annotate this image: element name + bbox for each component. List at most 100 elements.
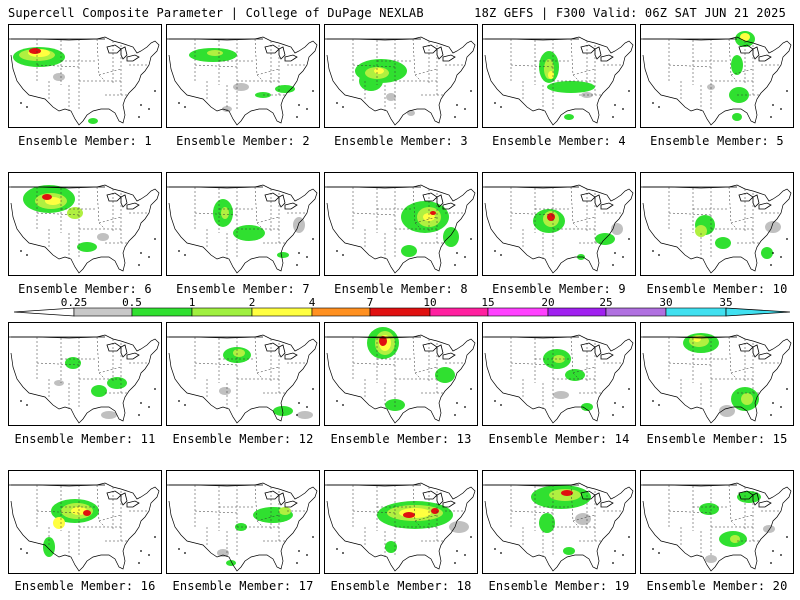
us-map <box>325 184 476 274</box>
great-lake <box>120 194 128 208</box>
coast-speck <box>658 404 660 406</box>
colorbar-label: 4 <box>308 296 316 309</box>
colorbar-left-arrow <box>14 307 75 317</box>
ensemble-member-map <box>166 172 320 276</box>
colorbar-segment <box>369 307 431 317</box>
state-boundary <box>352 64 396 68</box>
state-boundary <box>730 366 754 374</box>
state-boundary <box>352 510 396 514</box>
coast-speck <box>26 404 28 406</box>
coast-speck <box>296 562 298 564</box>
colorbar-right-arrow <box>725 307 790 317</box>
coast-speck <box>154 90 156 92</box>
us-coastline <box>168 334 318 424</box>
coast-speck <box>786 388 788 390</box>
great-lake <box>126 54 140 62</box>
coast-speck <box>456 104 458 106</box>
ensemble-member-caption: Ensemble Member: 13 <box>330 432 472 446</box>
us-coastline <box>326 482 476 572</box>
coast-speck <box>464 108 466 110</box>
coast-speck <box>298 550 300 552</box>
us-coastline <box>10 184 160 274</box>
colorbar-segment <box>547 307 607 317</box>
state-boundary <box>570 38 580 82</box>
coast-speck <box>312 536 314 538</box>
state-boundary <box>96 484 106 528</box>
scp-contour <box>226 560 236 566</box>
scp-contour <box>385 541 397 553</box>
coast-speck <box>612 562 614 564</box>
great-lake <box>106 44 122 54</box>
scp-contour <box>107 377 127 389</box>
coast-speck <box>470 536 472 538</box>
ensemble-member-map <box>640 322 794 426</box>
coast-speck <box>140 550 142 552</box>
ensemble-member-map <box>482 172 636 276</box>
great-lake <box>264 342 280 352</box>
coast-speck <box>454 414 456 416</box>
state-boundary <box>728 186 738 230</box>
scp-contour <box>740 33 750 41</box>
great-lake <box>422 490 438 500</box>
coast-speck <box>342 254 344 256</box>
scp-contour <box>29 48 41 54</box>
great-lake <box>106 192 122 202</box>
scp-contour <box>83 510 91 516</box>
coast-speck <box>780 256 782 258</box>
coast-speck <box>336 400 338 402</box>
scp-contour <box>386 93 396 101</box>
us-map <box>325 482 476 572</box>
ensemble-member-caption: Ensemble Member: 16 <box>14 579 156 593</box>
state-boundary <box>668 362 712 366</box>
great-lake <box>120 46 128 60</box>
coast-speck <box>312 388 314 390</box>
ensemble-member-caption: Ensemble Member: 6 <box>18 282 152 296</box>
coast-speck <box>780 108 782 110</box>
ensemble-member-caption: Ensemble Member: 9 <box>492 282 626 296</box>
coast-speck <box>178 400 180 402</box>
great-lake <box>278 492 286 506</box>
colorbar-label: 0.25 <box>60 296 88 309</box>
us-coastline <box>168 482 318 572</box>
us-coastline <box>168 184 318 274</box>
scp-contour <box>741 393 753 405</box>
scp-contour <box>547 81 595 93</box>
coast-speck <box>296 116 298 118</box>
great-lake <box>284 54 298 62</box>
us-coastline <box>10 36 160 126</box>
ensemble-member-map <box>166 470 320 574</box>
state-boundary <box>98 366 122 374</box>
ensemble-member-map <box>640 172 794 276</box>
state-boundary <box>730 514 754 522</box>
coast-speck <box>772 402 774 404</box>
scp-contour <box>403 512 415 518</box>
great-lake <box>284 352 298 360</box>
great-lake <box>600 54 614 62</box>
scp-contour <box>277 252 289 258</box>
scp-contour <box>42 194 52 200</box>
coast-speck <box>154 536 156 538</box>
state-boundary <box>254 186 264 230</box>
us-coastline <box>10 334 160 424</box>
great-lake <box>278 194 286 208</box>
scp-contour <box>763 525 775 533</box>
scp-contour <box>548 71 554 79</box>
coast-speck <box>342 552 344 554</box>
coast-speck <box>342 106 344 108</box>
ensemble-member-caption: Ensemble Member: 19 <box>488 579 630 593</box>
great-lake <box>284 202 298 210</box>
scp-contour <box>297 411 313 419</box>
great-lake <box>126 500 140 508</box>
scp-contour <box>53 73 65 81</box>
great-lake <box>758 54 772 62</box>
coast-speck <box>470 238 472 240</box>
coast-speck <box>770 116 772 118</box>
great-lake <box>594 344 602 358</box>
coast-speck <box>614 252 616 254</box>
us-map <box>9 482 160 572</box>
great-lake <box>106 490 122 500</box>
state-boundary <box>36 510 80 514</box>
coast-speck <box>772 252 774 254</box>
great-lake <box>436 46 444 60</box>
scp-contour <box>705 555 717 563</box>
